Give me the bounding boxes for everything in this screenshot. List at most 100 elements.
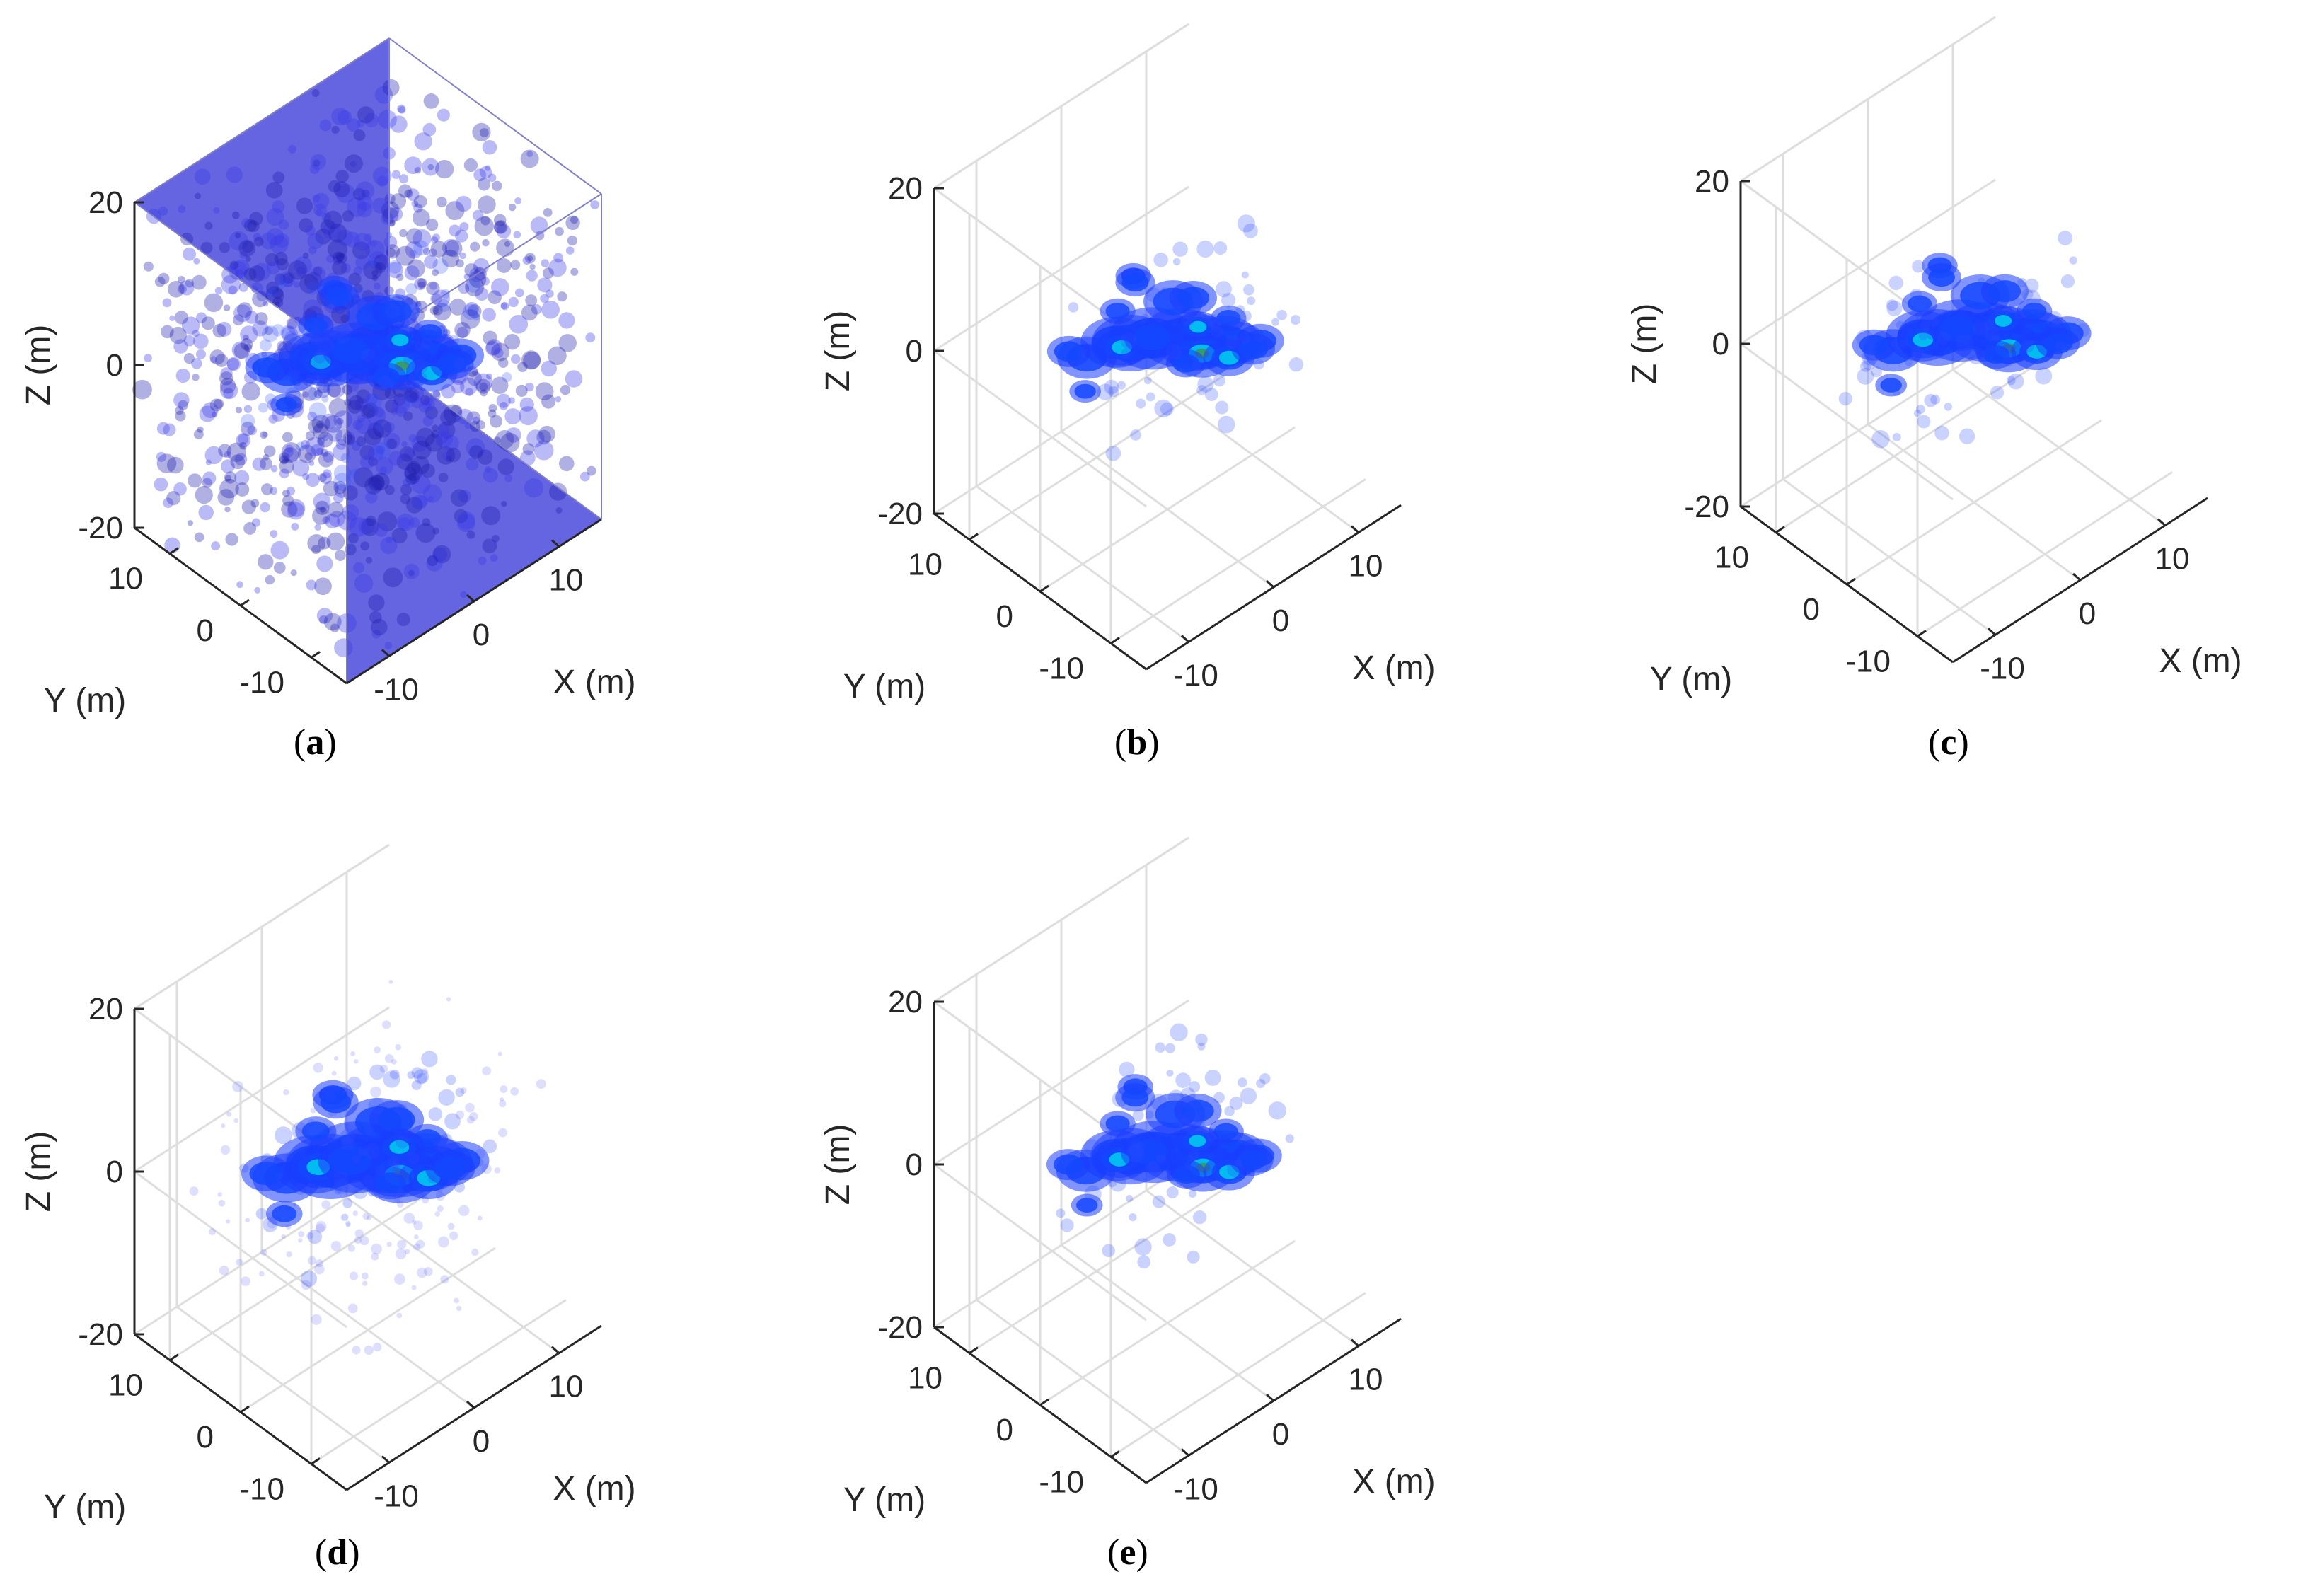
halo-a <box>308 387 322 401</box>
haze-speck-a <box>365 240 385 260</box>
halo-d <box>319 1160 330 1171</box>
haze-speck-d <box>396 1312 403 1319</box>
haze-speck-a <box>233 342 250 359</box>
haze-speck-a <box>322 435 329 441</box>
haze-speck-a <box>214 287 223 295</box>
haze-speck-a <box>353 266 363 276</box>
halo-b <box>1163 290 1174 301</box>
haze-speck-a <box>504 334 521 350</box>
haze-speck-a <box>488 409 497 418</box>
halo-c <box>1890 340 1898 348</box>
halo-d <box>438 1089 455 1106</box>
haze-speck-a <box>465 277 485 297</box>
halo-a <box>413 240 429 256</box>
haze-speck-a <box>328 223 347 243</box>
halo-c <box>1886 300 1903 317</box>
haze-speck-d <box>301 1280 311 1290</box>
haze-speck-a <box>200 241 213 254</box>
halo-e <box>1150 1094 1167 1111</box>
haze-speck-a <box>247 220 260 233</box>
halo-d <box>342 1198 353 1208</box>
haze-speck-a <box>435 160 454 179</box>
halo-c <box>2024 278 2039 293</box>
halo-b <box>1246 296 1256 306</box>
haze-speck-a <box>331 108 350 126</box>
haze-speck-a <box>384 485 395 495</box>
haze-speck-a <box>183 335 195 347</box>
halo-a <box>309 330 324 345</box>
haze-speck-d <box>281 1234 286 1239</box>
haze-speck-d <box>454 1297 459 1304</box>
haze-speck-a <box>219 377 236 394</box>
haze-speck-a <box>270 530 278 538</box>
haze-speck-d <box>373 1342 382 1352</box>
haze-speck-a <box>302 252 309 259</box>
halo-e <box>1178 1118 1192 1132</box>
haze-speck-a <box>243 405 253 413</box>
halo-b <box>1253 329 1267 342</box>
halo-c <box>1912 260 1925 273</box>
haze-speck-a <box>548 346 567 366</box>
haze-speck-a <box>427 495 434 502</box>
haze-speck-a <box>541 394 556 409</box>
haze-speck-d <box>361 1272 369 1280</box>
halo-a <box>432 258 449 274</box>
haze-speck-a <box>485 165 491 171</box>
x-tick-mark-e <box>1265 1393 1275 1402</box>
halo-b <box>1153 253 1168 267</box>
haze-speck-a <box>404 463 423 482</box>
haze-speck-a <box>318 452 334 468</box>
scatterer-core-b <box>1074 383 1096 399</box>
haze-speck-a <box>391 395 410 414</box>
haze-speck-a <box>383 236 398 249</box>
halo-b <box>1165 343 1182 360</box>
halo-e <box>1137 1255 1151 1269</box>
halo-e <box>1185 1159 1196 1171</box>
halo-d <box>407 1071 415 1080</box>
floor-gridline-c <box>1775 367 2031 533</box>
halo-a <box>449 335 460 345</box>
y-tick-label-c: 0 <box>1803 592 1820 627</box>
haze-speck-a <box>530 216 548 235</box>
haze-speck-d <box>497 1051 502 1056</box>
chart-panel-e: 20 0 -20 10 0 -10 -10 0 10 Z (m) Y (m) X (m) <box>814 828 1592 1563</box>
haze-speck-d <box>345 1222 351 1228</box>
haze-speck-a <box>432 269 439 277</box>
axes-a: 20 0 -20 10 0 -10 -10 0 10 Z (m) Y (m) X (m) <box>20 185 636 719</box>
halo-a <box>266 287 277 298</box>
haze-speck-a <box>426 555 443 572</box>
haze-speck-a <box>500 432 520 453</box>
halo-b <box>1160 402 1174 416</box>
haze-speck-d <box>315 1223 325 1233</box>
haze-speck-a <box>464 422 471 429</box>
haze-speck-a <box>485 466 492 473</box>
haze-speck-a <box>238 434 249 445</box>
haze-speck-a <box>230 454 246 470</box>
haze-speck-a <box>252 320 269 337</box>
scatterer-peak-c <box>1994 315 2012 327</box>
haze-speck-a <box>432 233 441 242</box>
haze-speck-a <box>413 195 427 209</box>
haze-speck-a <box>193 333 209 349</box>
haze-speck-a <box>432 545 451 564</box>
haze-speck-d <box>313 1063 323 1073</box>
haze-speck-a <box>243 267 257 281</box>
halo-b <box>1211 325 1223 338</box>
haze-speck-d <box>446 997 451 1002</box>
z-tick-label-e: -20 <box>877 1310 923 1345</box>
haze-speck-a <box>492 535 500 543</box>
haze-speck-a <box>466 438 485 458</box>
x-tick-label-c: 0 <box>2079 596 2096 631</box>
x-tick-mark-b <box>1265 579 1275 589</box>
haze-speck-d <box>345 1220 351 1227</box>
haze-speck-a <box>333 410 352 429</box>
halo-e <box>1145 1110 1154 1119</box>
target-e <box>1046 1023 1294 1269</box>
haze-speck-a <box>549 482 567 501</box>
haze-speck-a <box>390 115 408 133</box>
halo-e <box>1119 1061 1135 1077</box>
scatterer-core-c <box>1907 295 1932 313</box>
halo-e <box>1183 1098 1194 1109</box>
haze-speck-a <box>185 279 194 288</box>
haze-speck-a <box>381 212 394 226</box>
